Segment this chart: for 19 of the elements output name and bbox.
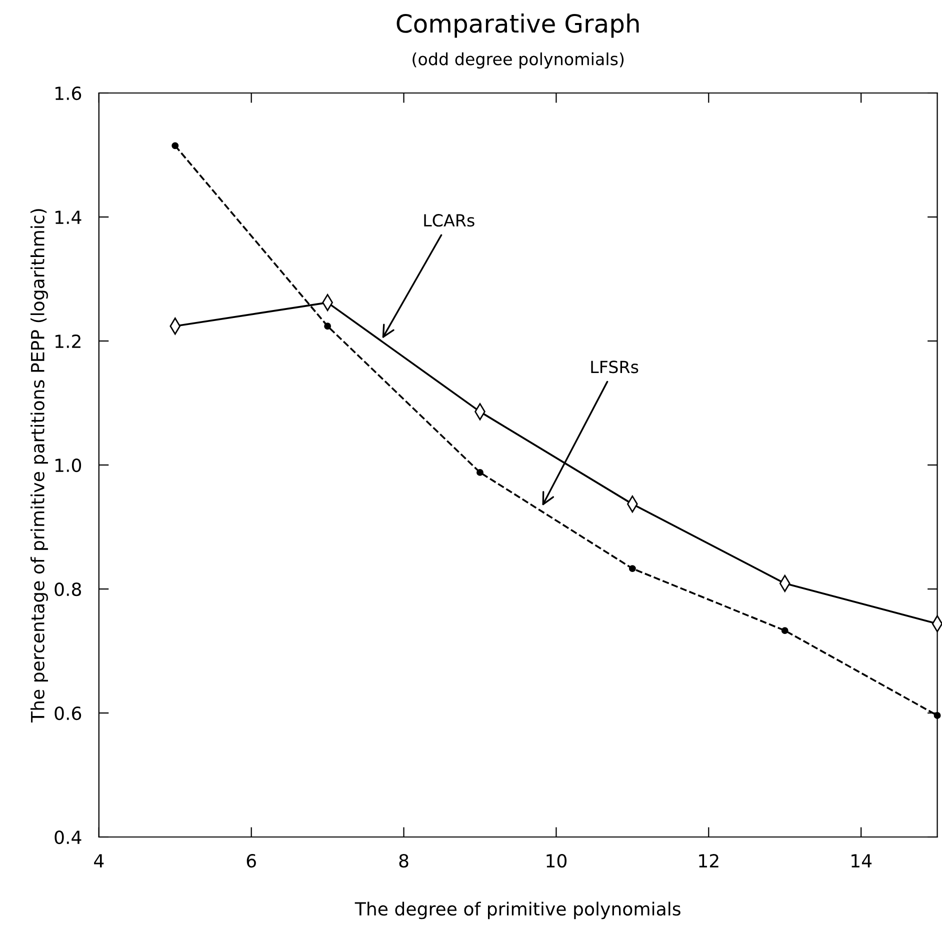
x-tick-label: 12 xyxy=(699,854,718,868)
y-tick-label: 1.0 xyxy=(56,458,82,472)
x-tick-label: 14 xyxy=(852,854,872,868)
x-tick-label: 8 xyxy=(399,854,408,868)
y-tick-label: 0.4 xyxy=(54,830,82,844)
x-axis-title: The degree of primitive polynomials xyxy=(354,902,680,920)
y-tick-label: 1.2 xyxy=(56,334,80,348)
annotation: LFSRs xyxy=(591,360,638,374)
x-tick-label: 4 xyxy=(94,854,104,868)
y-tick-label: 1.4 xyxy=(56,210,82,224)
x-tick-label: 10 xyxy=(546,854,566,868)
chart-title: Comparative Graph xyxy=(396,14,639,38)
y-tick-label: 1.6 xyxy=(56,86,82,100)
chart-subtitle: (odd degree polynomials) xyxy=(412,52,624,69)
y-axis-title: The percentage of primitive partitions PEPP (logarithmic) xyxy=(30,209,48,722)
x-tick-label: 6 xyxy=(246,854,256,868)
y-tick-label: 0.6 xyxy=(54,706,82,720)
y-tick-label: 0.8 xyxy=(54,582,82,596)
annotation: LCARs xyxy=(424,214,474,227)
